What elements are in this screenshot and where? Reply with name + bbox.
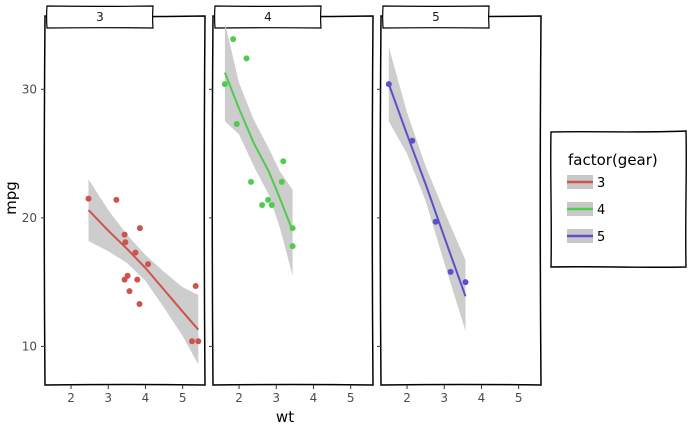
- data-point: [136, 225, 143, 232]
- data-point: [122, 239, 129, 246]
- data-point: [259, 202, 266, 208]
- x-tick-label: 2: [235, 391, 243, 405]
- panels: 3 2 3 4 5 10 20 30 4 2 3 4 5 5 2 3 4 5: [22, 5, 542, 405]
- facet-strip: [382, 5, 490, 29]
- data-point: [145, 261, 152, 268]
- facet-strip-label: 5: [432, 10, 440, 24]
- facet-strip-label: 4: [264, 10, 272, 24]
- legend-title: factor(gear): [568, 151, 658, 169]
- x-tick-label: 4: [478, 391, 486, 405]
- x-tick-label: 3: [272, 391, 280, 405]
- fit-line: [87, 209, 200, 331]
- data-point: [385, 81, 392, 88]
- x-tick-label: 3: [104, 391, 112, 405]
- facet-strip: [214, 5, 322, 29]
- data-point: [230, 36, 237, 43]
- data-point: [189, 338, 195, 345]
- fit-line: [387, 83, 467, 297]
- data-point: [134, 276, 141, 283]
- panel-border: [211, 15, 374, 386]
- data-point: [447, 268, 454, 275]
- data-point: [124, 272, 131, 279]
- facet-strip-label: 3: [96, 10, 104, 24]
- data-point: [289, 225, 296, 232]
- legend-label: 3: [597, 176, 605, 191]
- data-point: [243, 55, 250, 62]
- legend: factor(gear) 3 4 5: [550, 130, 687, 268]
- confidence-ribbon: [88, 179, 199, 365]
- facet-strip: [46, 5, 154, 29]
- panel-gear-5: 5 2 3 4 5: [377, 5, 542, 405]
- data-point: [280, 158, 287, 165]
- legend-entry-5: 5: [567, 229, 605, 245]
- data-point: [278, 178, 285, 185]
- data-point: [462, 279, 469, 286]
- confidence-ribbon: [224, 22, 293, 276]
- data-point: [233, 121, 240, 127]
- data-point: [192, 283, 199, 289]
- x-tick-label: 5: [515, 391, 523, 405]
- y-tick-label: 30: [22, 82, 37, 96]
- data-point: [136, 301, 143, 307]
- x-tick-label: 2: [67, 391, 75, 405]
- legend-entries: 3 4 5: [567, 175, 605, 245]
- data-point: [113, 196, 120, 203]
- data-point: [126, 288, 133, 295]
- panel-border: [379, 15, 542, 386]
- panel-gear-3: 3 2 3 4 5 10 20 30: [22, 5, 206, 405]
- data-point: [289, 243, 296, 250]
- y-axis-title: mpg: [2, 181, 20, 215]
- data-point: [221, 81, 228, 88]
- data-point: [121, 231, 128, 238]
- data-point: [268, 202, 275, 208]
- data-point: [85, 195, 92, 202]
- y-tick-label: 20: [22, 211, 37, 225]
- legend-entry-3: 3: [567, 175, 605, 191]
- data-point: [432, 218, 439, 225]
- y-tick-label: 10: [22, 339, 37, 353]
- data-point: [409, 137, 416, 144]
- data-point: [195, 338, 202, 345]
- x-tick-label: 5: [179, 391, 187, 405]
- fit-line: [223, 72, 294, 232]
- panel-gear-4: 4 2 3 4 5: [209, 5, 374, 405]
- data-point: [248, 178, 254, 185]
- x-tick-label: 4: [142, 391, 150, 405]
- data-point: [265, 196, 272, 203]
- legend-label: 4: [597, 203, 605, 218]
- x-tick-label: 2: [403, 391, 411, 405]
- x-axis-title: wt: [276, 408, 294, 426]
- legend-entry-4: 4: [567, 202, 605, 218]
- legend-label: 5: [597, 230, 605, 245]
- x-tick-label: 4: [310, 391, 318, 405]
- data-point: [132, 249, 139, 256]
- x-tick-label: 3: [440, 391, 448, 405]
- x-tick-label: 5: [347, 391, 355, 405]
